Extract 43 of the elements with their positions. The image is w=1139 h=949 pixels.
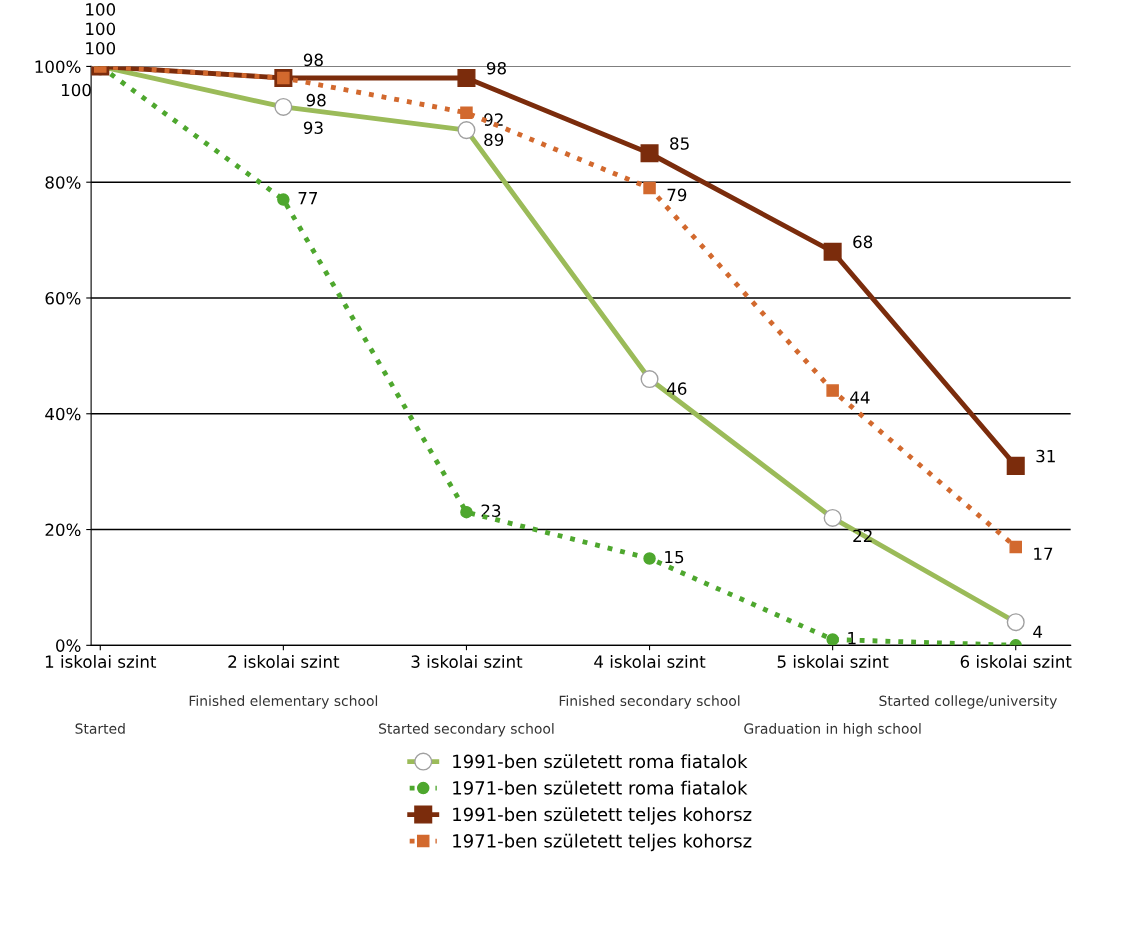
text: Started college/university — [879, 695, 1057, 709]
data-label: 98 — [303, 53, 323, 67]
y-tick-label: 40% — [45, 407, 81, 421]
x-tick-label: 6 iskolai szint — [960, 655, 1072, 668]
legend-label: 1991-ben született roma fiatalok — [453, 754, 748, 769]
data-label: 79 — [667, 188, 687, 202]
data-label: 98 — [306, 93, 326, 107]
legend-label: 1971-ben született teljes kohorsz — [453, 833, 752, 852]
y-tick-label: 0% — [56, 639, 81, 652]
y-tick-label: 20% — [45, 523, 81, 537]
data-label: 100 — [86, 41, 116, 55]
text: Started secondary school — [379, 723, 554, 737]
x-tick-label: 3 iskolai szint — [411, 655, 523, 668]
legend-label: 1971-ben született roma fiatalok — [453, 780, 748, 795]
data-label: 68 — [853, 235, 873, 249]
data-label: 31 — [1036, 449, 1055, 463]
legend-label: 1991-ben született teljes kohorsz — [453, 807, 752, 825]
y-tick-label: 80% — [45, 176, 81, 189]
text: Started — [75, 723, 125, 734]
x-tick-label: 2 iskolai szint — [228, 655, 340, 668]
x-tick-label: 1 iskolai szint — [45, 655, 157, 668]
data-label: 77 — [298, 192, 318, 205]
y-tick-label: 100% — [35, 60, 81, 73]
data-label: 4 — [1033, 625, 1043, 638]
data-label: 93 — [303, 121, 323, 135]
data-label: 22 — [853, 529, 872, 543]
x-tick-label: 5 iskolai szint — [777, 655, 889, 668]
data-label: 1 — [848, 631, 856, 645]
text: Finished secondary school — [559, 695, 740, 709]
data-label: 100 — [86, 22, 116, 36]
data-label: 100 — [61, 83, 91, 97]
data-label: 44 — [850, 391, 870, 404]
data-label: 100 — [86, 3, 116, 16]
y-tick-label: 60% — [45, 291, 81, 305]
data-label: 89 — [484, 133, 504, 147]
data-label: 98 — [486, 61, 506, 75]
data-label: 17 — [1034, 547, 1053, 560]
text: Finished elementary school — [189, 695, 378, 709]
text: Graduation in high school — [744, 723, 921, 737]
x-tick-label: 4 iskolai szint — [594, 655, 706, 668]
data-label: 46 — [667, 382, 687, 395]
data-label: 85 — [670, 137, 689, 150]
data-label: 15 — [665, 550, 684, 564]
